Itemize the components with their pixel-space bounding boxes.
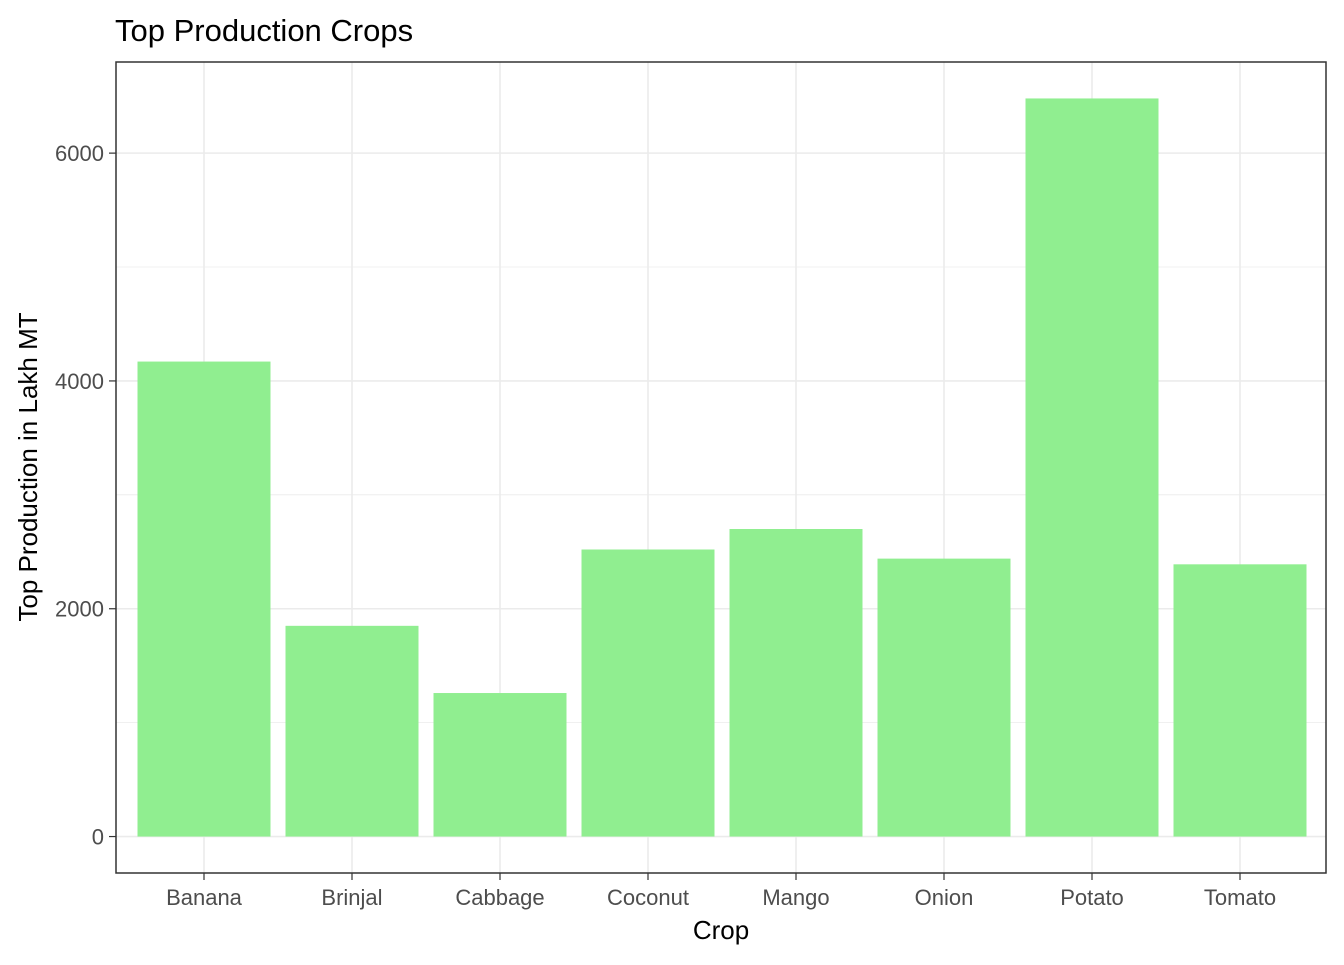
bar-coconut	[581, 549, 715, 837]
bar-tomato	[1173, 564, 1307, 837]
x-tick-label: Cabbage	[455, 885, 544, 910]
y-tick-label: 6000	[55, 141, 104, 166]
plot-panel-border	[115, 61, 1327, 874]
bar-cabbage	[433, 693, 567, 837]
bar-potato	[1025, 98, 1159, 837]
x-tick-label: Banana	[166, 885, 243, 910]
y-tick-label: 0	[92, 825, 104, 850]
bars	[137, 98, 1307, 837]
chart-title: Top Production Crops	[115, 13, 413, 48]
bar-banana	[137, 361, 271, 837]
y-tick-label: 2000	[55, 597, 104, 622]
y-axis-ticks: 0 2000 4000 6000	[55, 141, 116, 850]
x-tick-label: Brinjal	[321, 885, 382, 910]
bar-onion	[877, 558, 1011, 837]
x-axis-ticks: Banana Brinjal Cabbage Coconut Mango Onion Pot…	[166, 873, 1276, 910]
x-tick-label: Potato	[1060, 885, 1124, 910]
y-axis-title: Top Production in Lakh MT	[13, 312, 43, 621]
x-tick-label: Onion	[915, 885, 974, 910]
x-axis-title: Crop	[693, 915, 749, 945]
y-tick-label: 4000	[55, 369, 104, 394]
x-tick-label: Tomato	[1204, 885, 1276, 910]
bar-brinjal	[285, 625, 419, 837]
x-tick-label: Mango	[762, 885, 829, 910]
x-tick-label: Coconut	[607, 885, 689, 910]
bar-mango	[729, 529, 863, 837]
